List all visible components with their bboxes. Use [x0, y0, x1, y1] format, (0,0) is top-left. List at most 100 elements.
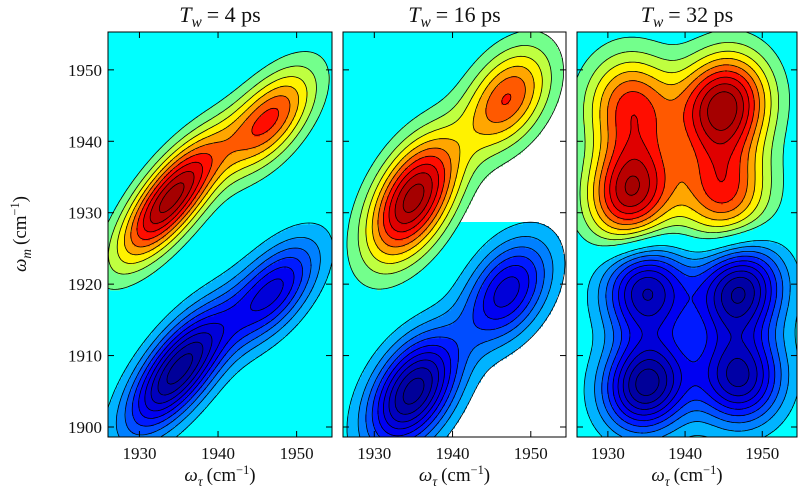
title-text: = 4 ps [207, 2, 261, 27]
contour-band [108, 32, 332, 437]
contour-line [138, 266, 295, 419]
contour-line [166, 353, 194, 385]
subscript: τ [432, 474, 438, 489]
contour-line [383, 276, 520, 430]
contour-band [403, 184, 425, 213]
contour-line [371, 255, 537, 437]
contour-line [150, 332, 213, 404]
contour-plot [577, 32, 797, 437]
contour-line [142, 161, 203, 233]
unit-exponent: −1 [8, 202, 22, 215]
unit: (cm [441, 465, 471, 486]
contour-band [136, 108, 278, 241]
contour-line [587, 50, 772, 235]
y-tick-label: 1950 [68, 61, 102, 80]
contour-line [371, 65, 535, 256]
contour-line [383, 93, 512, 240]
y-tick-label: 1930 [68, 204, 102, 223]
contour-line [131, 256, 303, 427]
contour-line [346, 221, 566, 437]
contour-band [619, 266, 765, 417]
contour-band [609, 78, 749, 215]
x-tick-label: 1930 [357, 444, 391, 463]
contour-line [388, 359, 439, 423]
contour-band [377, 76, 525, 247]
plot-frame [576, 31, 798, 438]
symbol: T [408, 2, 422, 27]
contour-line [607, 255, 778, 427]
contour-band [635, 288, 745, 397]
contour-band [158, 342, 202, 397]
subscript: w [192, 14, 203, 31]
contour-line [394, 172, 433, 224]
contour-line [357, 236, 554, 437]
contour-line [144, 278, 284, 412]
contour-line [388, 163, 439, 233]
subscript: w [653, 14, 664, 31]
contour-line [108, 222, 332, 437]
unit-exponent: −1 [236, 463, 249, 477]
contour-line [136, 107, 279, 240]
contour-line [108, 51, 330, 290]
contour-line [593, 58, 766, 230]
axis-label: ωτ (cm−1) [651, 463, 722, 489]
contour-band [108, 222, 332, 437]
unit-exponent: −1 [703, 463, 716, 477]
contour-band [377, 266, 529, 437]
symbol: ω [184, 465, 197, 486]
x-tick-label: 1940 [436, 444, 470, 463]
contour-band [607, 256, 777, 427]
contour-band [144, 278, 284, 411]
symbol: T [641, 2, 655, 27]
symbol: ω [651, 465, 664, 486]
y-tick-label: 1920 [68, 275, 102, 294]
contour-line [624, 91, 738, 196]
unit: ) [484, 465, 490, 486]
unit: ) [716, 465, 722, 486]
contour-line [622, 270, 761, 410]
x-tick-label: 1950 [745, 444, 779, 463]
panel-title: Tw = 32 ps [641, 2, 733, 31]
axis-label: ωτ (cm−1) [419, 463, 490, 489]
contour-band [593, 58, 765, 231]
panel-title: Tw = 4 ps [179, 2, 260, 31]
contour-band [166, 354, 192, 385]
x-tick-label: 1930 [122, 444, 156, 463]
x-tick-label: 1940 [201, 444, 235, 463]
unit: ) [249, 465, 255, 486]
contour-band [403, 378, 425, 405]
x-tick-label: 1950 [280, 444, 314, 463]
contour-line [357, 45, 552, 275]
contour-line [124, 247, 312, 436]
symbol: T [179, 2, 193, 27]
contour-band [359, 236, 553, 437]
subscript: w [421, 14, 432, 31]
contour-line [130, 95, 291, 248]
x-tick-label: 1950 [514, 444, 548, 463]
contour-line [149, 171, 195, 224]
contour-line [628, 276, 755, 404]
x-tick-label: 1930 [591, 444, 625, 463]
contour-line [116, 76, 308, 264]
contour-band [629, 278, 755, 405]
x-tick-label: 1940 [668, 444, 702, 463]
contour-band [601, 252, 783, 435]
contour-line [157, 341, 204, 396]
contour-band [615, 84, 743, 207]
axis-label: ωm (cm−1) [8, 196, 34, 272]
subscript: m [19, 249, 34, 259]
contour-band [395, 172, 433, 225]
title-text: = 32 ps [668, 2, 733, 27]
contour-band [383, 276, 519, 429]
contour-line [635, 286, 746, 396]
y-tick-label: 1910 [68, 347, 102, 366]
contour-line [601, 251, 784, 434]
contour-band [585, 240, 797, 437]
unit: (cm [674, 465, 704, 486]
contour-line [394, 367, 433, 415]
contour-band [599, 64, 759, 225]
contour-line [617, 265, 767, 416]
contour-band [625, 92, 737, 197]
